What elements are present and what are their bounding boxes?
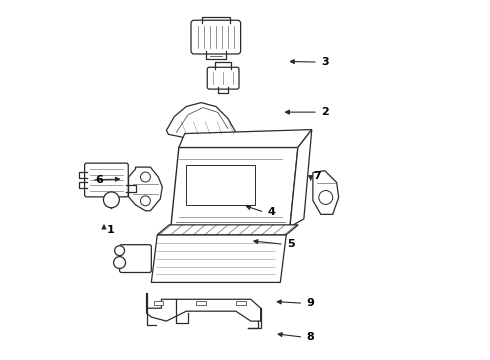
Circle shape (319, 190, 333, 204)
FancyBboxPatch shape (191, 20, 241, 54)
Text: 5: 5 (287, 239, 294, 249)
Bar (153, 301, 164, 305)
Text: 2: 2 (321, 107, 329, 117)
Circle shape (114, 257, 125, 269)
FancyBboxPatch shape (85, 163, 128, 197)
Polygon shape (290, 130, 312, 227)
Polygon shape (167, 103, 236, 142)
Circle shape (103, 192, 120, 208)
Circle shape (141, 172, 150, 182)
Polygon shape (128, 167, 162, 211)
Polygon shape (313, 171, 339, 214)
FancyBboxPatch shape (120, 245, 151, 273)
Text: 9: 9 (306, 298, 314, 308)
Bar (196, 301, 206, 305)
Text: 4: 4 (268, 207, 275, 217)
Text: 3: 3 (321, 57, 328, 67)
Text: 1: 1 (107, 225, 115, 235)
Text: 6: 6 (95, 175, 103, 185)
Bar (236, 301, 246, 305)
FancyBboxPatch shape (207, 67, 239, 89)
Polygon shape (151, 235, 286, 282)
Circle shape (141, 196, 150, 206)
Polygon shape (171, 148, 298, 227)
Text: 8: 8 (306, 332, 314, 342)
Circle shape (115, 246, 124, 256)
Polygon shape (179, 130, 312, 148)
Text: 7: 7 (314, 171, 321, 181)
Polygon shape (147, 293, 261, 321)
Bar (186, 165, 255, 205)
Polygon shape (157, 225, 298, 235)
